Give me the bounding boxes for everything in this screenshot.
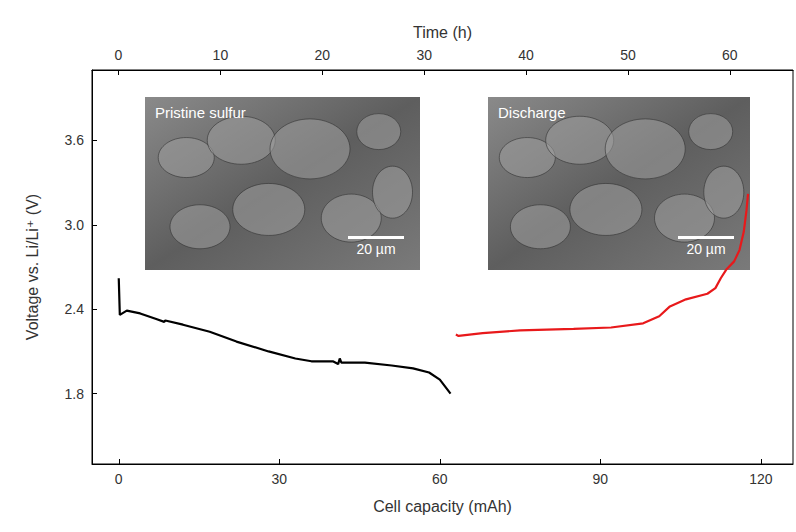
svg-text:2.4: 2.4 <box>65 301 85 317</box>
svg-text:Cell capacity (mAh): Cell capacity (mAh) <box>373 498 512 515</box>
svg-text:90: 90 <box>593 471 609 487</box>
svg-text:10: 10 <box>213 47 229 63</box>
svg-text:50: 50 <box>620 47 636 63</box>
svg-text:Voltage vs. Li/Li⁺ (V): Voltage vs. Li/Li⁺ (V) <box>24 194 41 340</box>
svg-text:20 µm: 20 µm <box>356 241 395 257</box>
svg-text:Pristine sulfur: Pristine sulfur <box>155 104 246 121</box>
svg-text:60: 60 <box>432 471 448 487</box>
svg-text:Time (h): Time (h) <box>413 24 472 41</box>
svg-text:20: 20 <box>314 47 330 63</box>
svg-text:3.0: 3.0 <box>65 217 85 233</box>
svg-text:3.6: 3.6 <box>65 132 85 148</box>
svg-text:30: 30 <box>272 471 288 487</box>
svg-text:60: 60 <box>722 47 738 63</box>
svg-text:0: 0 <box>115 47 123 63</box>
svg-text:40: 40 <box>518 47 534 63</box>
svg-text:30: 30 <box>416 47 432 63</box>
svg-text:Discharge: Discharge <box>498 104 566 121</box>
svg-text:20 µm: 20 µm <box>686 241 725 257</box>
svg-text:120: 120 <box>749 471 773 487</box>
svg-text:0: 0 <box>115 471 123 487</box>
svg-text:1.8: 1.8 <box>65 386 85 402</box>
